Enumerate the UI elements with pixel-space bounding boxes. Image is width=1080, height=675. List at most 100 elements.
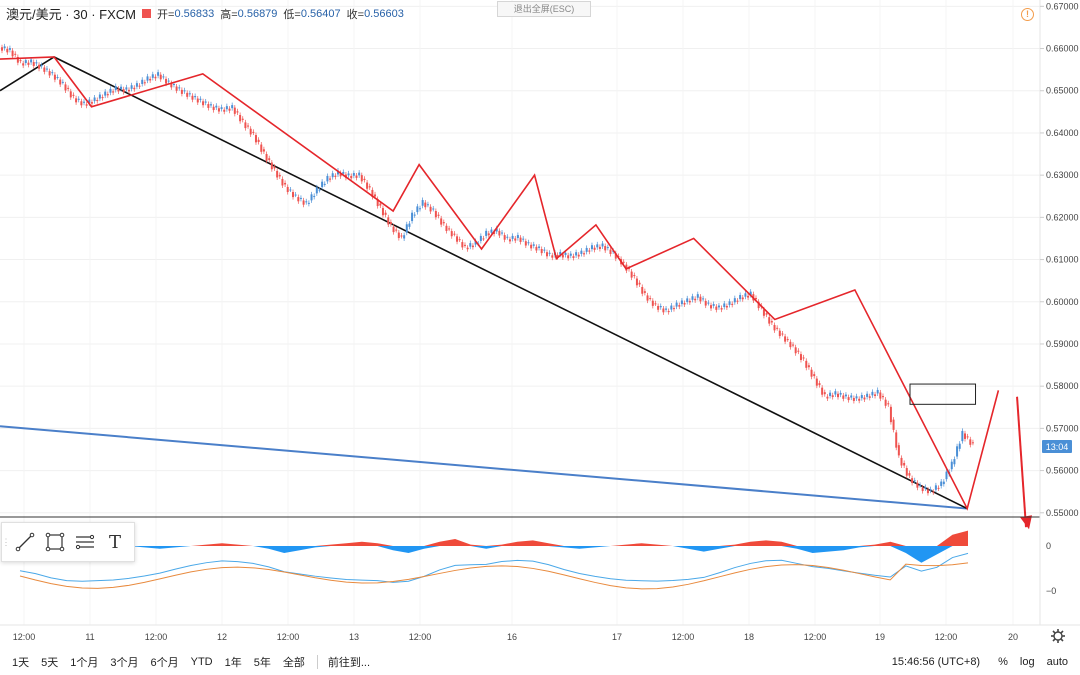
period-1m[interactable]: 1个月 [70, 656, 99, 669]
candle-body [498, 230, 501, 236]
percent-toggle[interactable]: % [998, 655, 1008, 668]
candle-body [731, 303, 734, 305]
candle-body [352, 173, 355, 176]
auto-toggle[interactable]: auto [1046, 655, 1068, 668]
candle-body [360, 175, 363, 182]
price-tick-label: 0.57000 [1046, 423, 1079, 433]
price-pane[interactable] [0, 0, 1040, 517]
candle-body [826, 396, 829, 399]
trend-line-icon[interactable] [10, 523, 40, 561]
symbol-title[interactable]: 澳元/美元 · 30 · FXCM [6, 7, 137, 22]
candle-body [112, 91, 115, 93]
price-tick-label: 0.65000 [1046, 86, 1079, 96]
candle-body [244, 122, 247, 129]
candle-body [88, 99, 91, 104]
candle-body [604, 246, 607, 251]
indicator-axis[interactable]: 0 −0 [1046, 541, 1056, 596]
candle-body [450, 231, 453, 237]
candle-body [874, 394, 877, 396]
candle-body [371, 189, 374, 197]
period-6m[interactable]: 6个月 [150, 656, 179, 669]
goto-date-button[interactable]: 前往到... [327, 656, 371, 669]
candle-body [704, 300, 707, 306]
drag-handle-icon[interactable]: ⋮ [1, 536, 11, 547]
exit-fullscreen-button[interactable]: 退出全屏(ESC) [497, 1, 591, 17]
price-tick-label: 0.60000 [1046, 297, 1079, 307]
log-toggle[interactable]: log [1019, 655, 1035, 668]
period-1y[interactable]: 1年 [224, 656, 242, 669]
candle-body [794, 347, 797, 354]
period-5y[interactable]: 5年 [253, 656, 271, 669]
candle-body [572, 256, 575, 258]
blue-trendline[interactable] [0, 425, 968, 510]
price-axis[interactable]: 0.67000 0.66000 0.65000 0.64000 0.63000 0.620… [1040, 1, 1079, 518]
candle-body [524, 241, 527, 246]
consolidation-rectangle[interactable] [909, 383, 977, 405]
candle-body [792, 344, 795, 346]
candle-body [482, 238, 485, 240]
candle-body [881, 396, 884, 398]
candle-body [463, 244, 466, 246]
candle-body [590, 245, 593, 250]
period-3m[interactable]: 3个月 [110, 656, 139, 669]
period-all[interactable]: 全部 [282, 656, 305, 669]
candle-body [326, 175, 329, 182]
time-tick-label: 12:00 [409, 632, 432, 642]
gear-icon[interactable] [1051, 629, 1065, 643]
candle-body [577, 254, 580, 257]
rectangle-icon[interactable] [40, 523, 70, 561]
candle-body [601, 243, 604, 247]
candle-body [953, 459, 956, 465]
candle-body [733, 298, 736, 303]
candle-body [966, 436, 969, 438]
chart-canvas[interactable]: 0.67000 0.66000 0.65000 0.64000 0.63000 0.620… [0, 0, 1080, 648]
candle-body [403, 235, 406, 239]
clock-display[interactable]: 15:46:56 (UTC+8) [891, 655, 981, 668]
candle-body [535, 246, 538, 251]
candle-body [421, 200, 424, 206]
warning-icon[interactable]: ! [1021, 8, 1034, 21]
period-1d[interactable]: 1天 [12, 656, 30, 669]
text-icon[interactable]: T [100, 523, 130, 561]
candle-body [233, 107, 236, 114]
time-axis[interactable]: 12:00 11 12:00 12 12:00 13 12:00 16 17 12:00 18 12:… [13, 632, 1018, 642]
time-tick-label: 12:00 [935, 632, 958, 642]
open-label: 开= [157, 8, 175, 21]
candle-body [323, 183, 326, 185]
candle-body [961, 430, 964, 442]
candle-body [530, 244, 533, 249]
candle-body [196, 98, 199, 103]
price-tick-label: 0.61000 [1046, 255, 1079, 265]
candle-body [638, 282, 641, 285]
candle-body [749, 291, 752, 296]
indicator-tick-label: −0 [1046, 586, 1056, 596]
candle-body [43, 67, 46, 72]
projected-down-arrow[interactable] [1016, 396, 1032, 530]
candle-body [538, 246, 541, 248]
candle-body [545, 252, 548, 257]
candle-body [416, 206, 419, 213]
period-ytd[interactable]: YTD [190, 655, 213, 668]
candle-body [651, 300, 654, 306]
candle-body [368, 186, 371, 188]
fib-icon[interactable] [70, 523, 100, 561]
candle-body [556, 254, 559, 258]
candle-body [130, 85, 133, 89]
candle-body [842, 395, 845, 399]
low-label: 低= [283, 8, 301, 21]
candle-body [276, 170, 279, 178]
candle-body [127, 89, 130, 92]
candle-body [789, 341, 792, 348]
candle-body [294, 194, 297, 196]
price-tick-label: 0.58000 [1046, 381, 1079, 391]
candle-body [466, 247, 469, 250]
candle-body [580, 250, 583, 254]
period-5d[interactable]: 5天 [41, 656, 59, 669]
zigzag-drawing[interactable] [0, 56, 1000, 511]
candle-body [887, 403, 890, 405]
candle-body [630, 271, 633, 278]
symbol-legend[interactable]: 澳元/美元 · 30 · FXCM 开= 0.56833 高= 0.56879 低=… [6, 4, 404, 23]
candle-body [815, 378, 818, 386]
time-tick-label: 12:00 [145, 632, 168, 642]
